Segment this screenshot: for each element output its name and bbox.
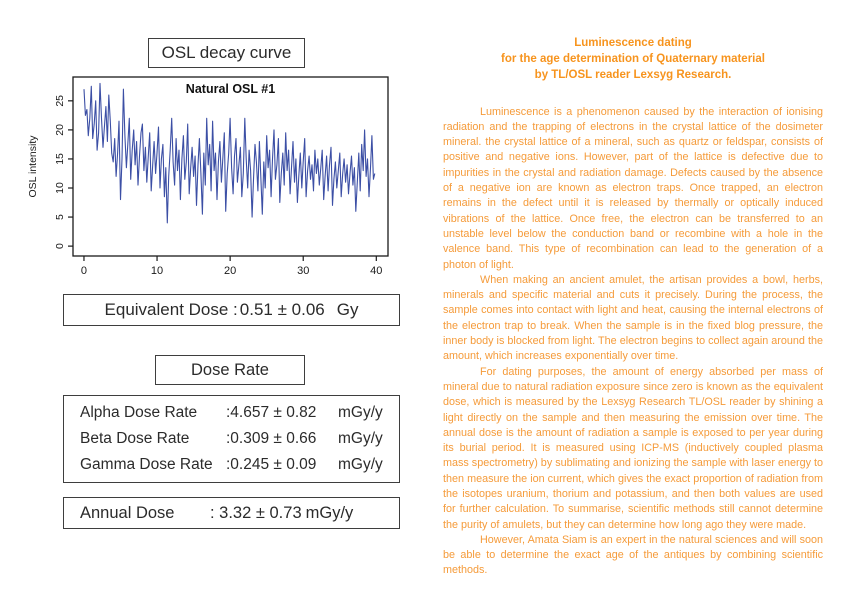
equivalent-dose-label: Equivalent Dose : (104, 300, 238, 319)
alpha-dose-rate-value: :4.657 ± 0.82 (226, 404, 317, 421)
gamma-dose-rate-value: :0.245 ± 0.09 (226, 456, 317, 473)
beta-dose-rate-value: :0.309 ± 0.66 (226, 430, 317, 447)
x-tick-label: 40 (370, 265, 382, 277)
y-tick-label: 5 (54, 214, 66, 220)
annual-dose-box: Annual Dose : 3.32 ± 0.73 mGy/y (63, 497, 400, 529)
y-axis-label: OSL intensity (27, 135, 39, 198)
annual-dose-label: Annual Dose (80, 503, 175, 522)
annual-dose-unit: mGy/y (305, 503, 354, 522)
luminescence-heading: Luminescence dating for the age determin… (443, 36, 823, 84)
x-tick-label: 0 (81, 265, 87, 277)
beta-dose-rate-unit: mGy/y (338, 430, 383, 447)
beta-dose-rate-row: Beta Dose Rate :0.309 ± 0.66 mGy/y (80, 426, 389, 452)
gamma-dose-rate-unit: mGy/y (338, 456, 383, 473)
alpha-dose-rate-unit: mGy/y (338, 404, 383, 421)
paragraph-dating-method: For dating purposes, the amount of energ… (443, 365, 823, 531)
x-tick-label: 10 (151, 265, 163, 277)
dose-rate-title-box: Dose Rate (155, 355, 305, 385)
osl-decay-curve-title: OSL decay curve (161, 43, 292, 62)
x-tick-label: 30 (297, 265, 309, 277)
heading-line-1: Luminescence dating (574, 37, 692, 49)
y-tick-label: 0 (54, 243, 66, 249)
dose-rate-title: Dose Rate (191, 360, 269, 379)
gamma-dose-rate-label: Gamma Dose Rate (80, 456, 213, 473)
osl-decay-chart: 0 5 10 15 20 25 0 10 20 30 40 Natural OSL #1 OSL int… (27, 76, 389, 277)
x-tick-label: 20 (224, 265, 236, 277)
paragraph-luminescence-phenomenon: Luminescence is a phenomenon caused by t… (443, 105, 823, 271)
y-tick-label: 25 (54, 95, 66, 107)
chart-title: Natural OSL #1 (186, 82, 275, 96)
alpha-dose-rate-label: Alpha Dose Rate (80, 404, 198, 421)
heading-line-3: by TL/OSL reader Lexsyg Research. (534, 68, 732, 81)
paragraph-amulet-making: When making an ancient amulet, the artis… (443, 273, 823, 363)
y-tick-label: 10 (54, 182, 66, 194)
osl-decay-curve-title-box: OSL decay curve (148, 38, 305, 68)
heading-line-2: for the age determination of Quaternary … (501, 52, 765, 65)
paragraph-amata-siam: However, Amata Siam is an expert in the … (443, 533, 823, 577)
y-tick-label: 20 (54, 124, 66, 136)
annual-dose-value: : 3.32 ± 0.73 (210, 503, 302, 522)
y-tick-label: 15 (54, 153, 66, 165)
osl-decay-line (83, 82, 376, 224)
equivalent-dose-unit: Gy (336, 300, 359, 319)
equivalent-dose-value: 0.51 ± 0.06 (239, 300, 325, 319)
beta-dose-rate-label: Beta Dose Rate (80, 430, 190, 447)
equivalent-dose-box: Equivalent Dose : 0.51 ± 0.06 Gy (63, 294, 400, 326)
alpha-dose-rate-row: Alpha Dose Rate :4.657 ± 0.82 mGy/y (80, 400, 389, 426)
gamma-dose-rate-row: Gamma Dose Rate :0.245 ± 0.09 mGy/y (80, 452, 389, 478)
luminescence-text-column: Luminescence dating for the age determin… (443, 36, 823, 579)
dose-rates-box: Alpha Dose Rate :4.657 ± 0.82 mGy/y Beta… (63, 395, 400, 483)
